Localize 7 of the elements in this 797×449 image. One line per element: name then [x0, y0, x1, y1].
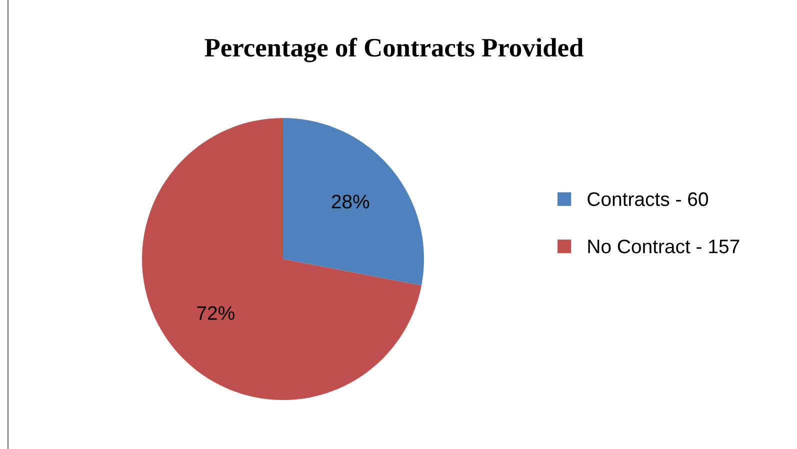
chart-title: Percentage of Contracts Provided [204, 38, 584, 62]
data-label: 28% [332, 194, 370, 208]
legend-label: No Contract - 157 [588, 240, 740, 254]
data-label: 72% [197, 306, 234, 320]
pie-slice [142, 118, 422, 400]
pie-slice [283, 118, 424, 286]
legend-label: Contracts - 60 [588, 192, 708, 206]
